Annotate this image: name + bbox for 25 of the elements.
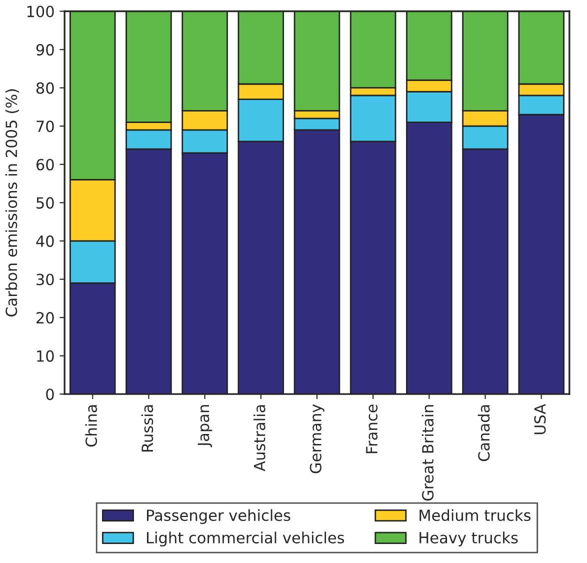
y-tick-label: 30 <box>36 274 54 286</box>
y-axis-title: Carbon emissions in 2005 (%) <box>5 89 19 317</box>
y-tick-label: 20 <box>36 312 54 324</box>
y-tick-label: 10 <box>37 350 54 362</box>
x-tick-label: Russia <box>141 405 154 452</box>
x-tick-label: Canada <box>478 405 490 462</box>
x-tick-label: China <box>85 405 98 447</box>
legend-label: Light commercial vehicles <box>146 532 344 546</box>
legend-label: Heavy trucks <box>420 532 518 546</box>
y-tick-label: 100 <box>27 6 54 18</box>
y-tick-label: 0 <box>46 388 54 400</box>
legend-label: Medium trucks <box>420 509 530 522</box>
x-tick-label: Great Britain <box>422 405 434 501</box>
x-tick-label: Australia <box>253 405 266 472</box>
legend-label: Passenger vehicles <box>146 509 290 524</box>
y-tick-label: 60 <box>36 158 54 170</box>
y-tick-label: 50 <box>36 197 54 209</box>
y-tick-label: 90 <box>36 44 54 56</box>
x-tick-label: USA <box>534 404 546 434</box>
x-tick-label: France <box>366 404 378 454</box>
y-tick-label: 40 <box>36 235 54 247</box>
y-tick-label: 70 <box>36 120 54 132</box>
x-tick-label: Japan <box>198 405 212 448</box>
y-tick-label: 80 <box>36 82 54 94</box>
x-tick-label: Germany <box>310 404 324 474</box>
